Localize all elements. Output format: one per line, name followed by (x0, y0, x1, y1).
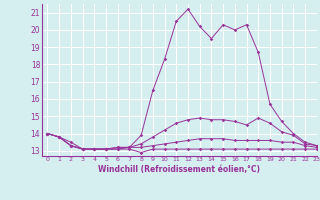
X-axis label: Windchill (Refroidissement éolien,°C): Windchill (Refroidissement éolien,°C) (98, 165, 260, 174)
